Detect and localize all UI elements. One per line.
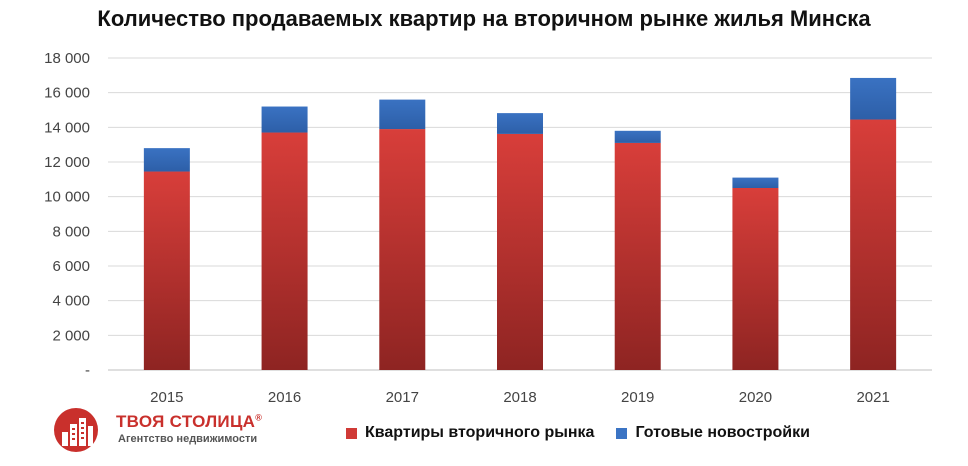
bar-new-builds-2016 <box>261 106 308 133</box>
bar-resale-2018 <box>497 133 543 370</box>
y-tick-label: 8 000 <box>52 223 90 240</box>
y-tick-label: 12 000 <box>44 154 90 171</box>
bars <box>143 77 897 371</box>
chart-title: Количество продаваемых квартир на вторич… <box>97 6 871 31</box>
legend-label-new-builds: Готовые новостройки <box>635 424 810 441</box>
x-tick-label: 2018 <box>503 389 536 406</box>
bar-new-builds-2020 <box>732 177 779 188</box>
bar-resale-2015 <box>143 171 190 370</box>
legend-label-resale: Квартиры вторичного рынка <box>365 424 595 441</box>
legend-item-new-builds: Готовые новостройки <box>616 424 810 442</box>
x-tick-label: 2020 <box>739 389 772 406</box>
logo-subtitle: Агентство недвижимости <box>118 433 258 445</box>
building-logo-icon <box>54 408 98 452</box>
x-axis: 2015 2016 2017 2018 2019 2020 2021 <box>150 389 890 406</box>
bar-new-builds-2019 <box>614 130 661 143</box>
bar-resale-2020 <box>732 188 779 370</box>
x-tick-label: 2019 <box>621 389 654 406</box>
logo-name: ТВОЯ СТОЛИЦА® <box>116 412 263 431</box>
legend: Квартиры вторичного рынка Готовые новост… <box>346 424 810 442</box>
y-tick-label: 10 000 <box>44 189 90 206</box>
legend-swatch-new-builds <box>616 427 628 439</box>
legend-swatch-resale <box>346 427 357 439</box>
company-logo: ТВОЯ СТОЛИЦА® Агентство недвижимости <box>52 406 302 456</box>
legend-item-resale: Квартиры вторичного рынка <box>346 424 594 442</box>
bar-new-builds-2017 <box>379 99 426 130</box>
bar-new-builds-2018 <box>497 113 543 134</box>
y-tick-label: 6 000 <box>52 258 90 275</box>
x-tick-label: 2015 <box>150 389 183 406</box>
x-tick-label: 2016 <box>268 389 301 406</box>
y-tick-label: 16 000 <box>44 85 90 102</box>
y-axis: - 2 000 4 000 6 000 8 000 10 000 12 000 14 000 1… <box>44 50 90 379</box>
bar-new-builds-2021 <box>850 77 897 120</box>
x-tick-label: 2017 <box>386 389 419 406</box>
y-tick-label: 18 000 <box>44 50 90 67</box>
y-tick-label: 14 000 <box>44 119 90 136</box>
y-tick-label: - <box>85 362 90 379</box>
bar-resale-2016 <box>261 132 308 370</box>
y-tick-label: 2 000 <box>52 327 90 344</box>
bar-resale-2017 <box>379 129 426 370</box>
y-tick-label: 4 000 <box>52 293 90 310</box>
bar-new-builds-2015 <box>143 148 190 172</box>
x-tick-label: 2021 <box>856 389 889 406</box>
bar-resale-2019 <box>614 142 661 370</box>
bar-resale-2021 <box>850 119 897 371</box>
